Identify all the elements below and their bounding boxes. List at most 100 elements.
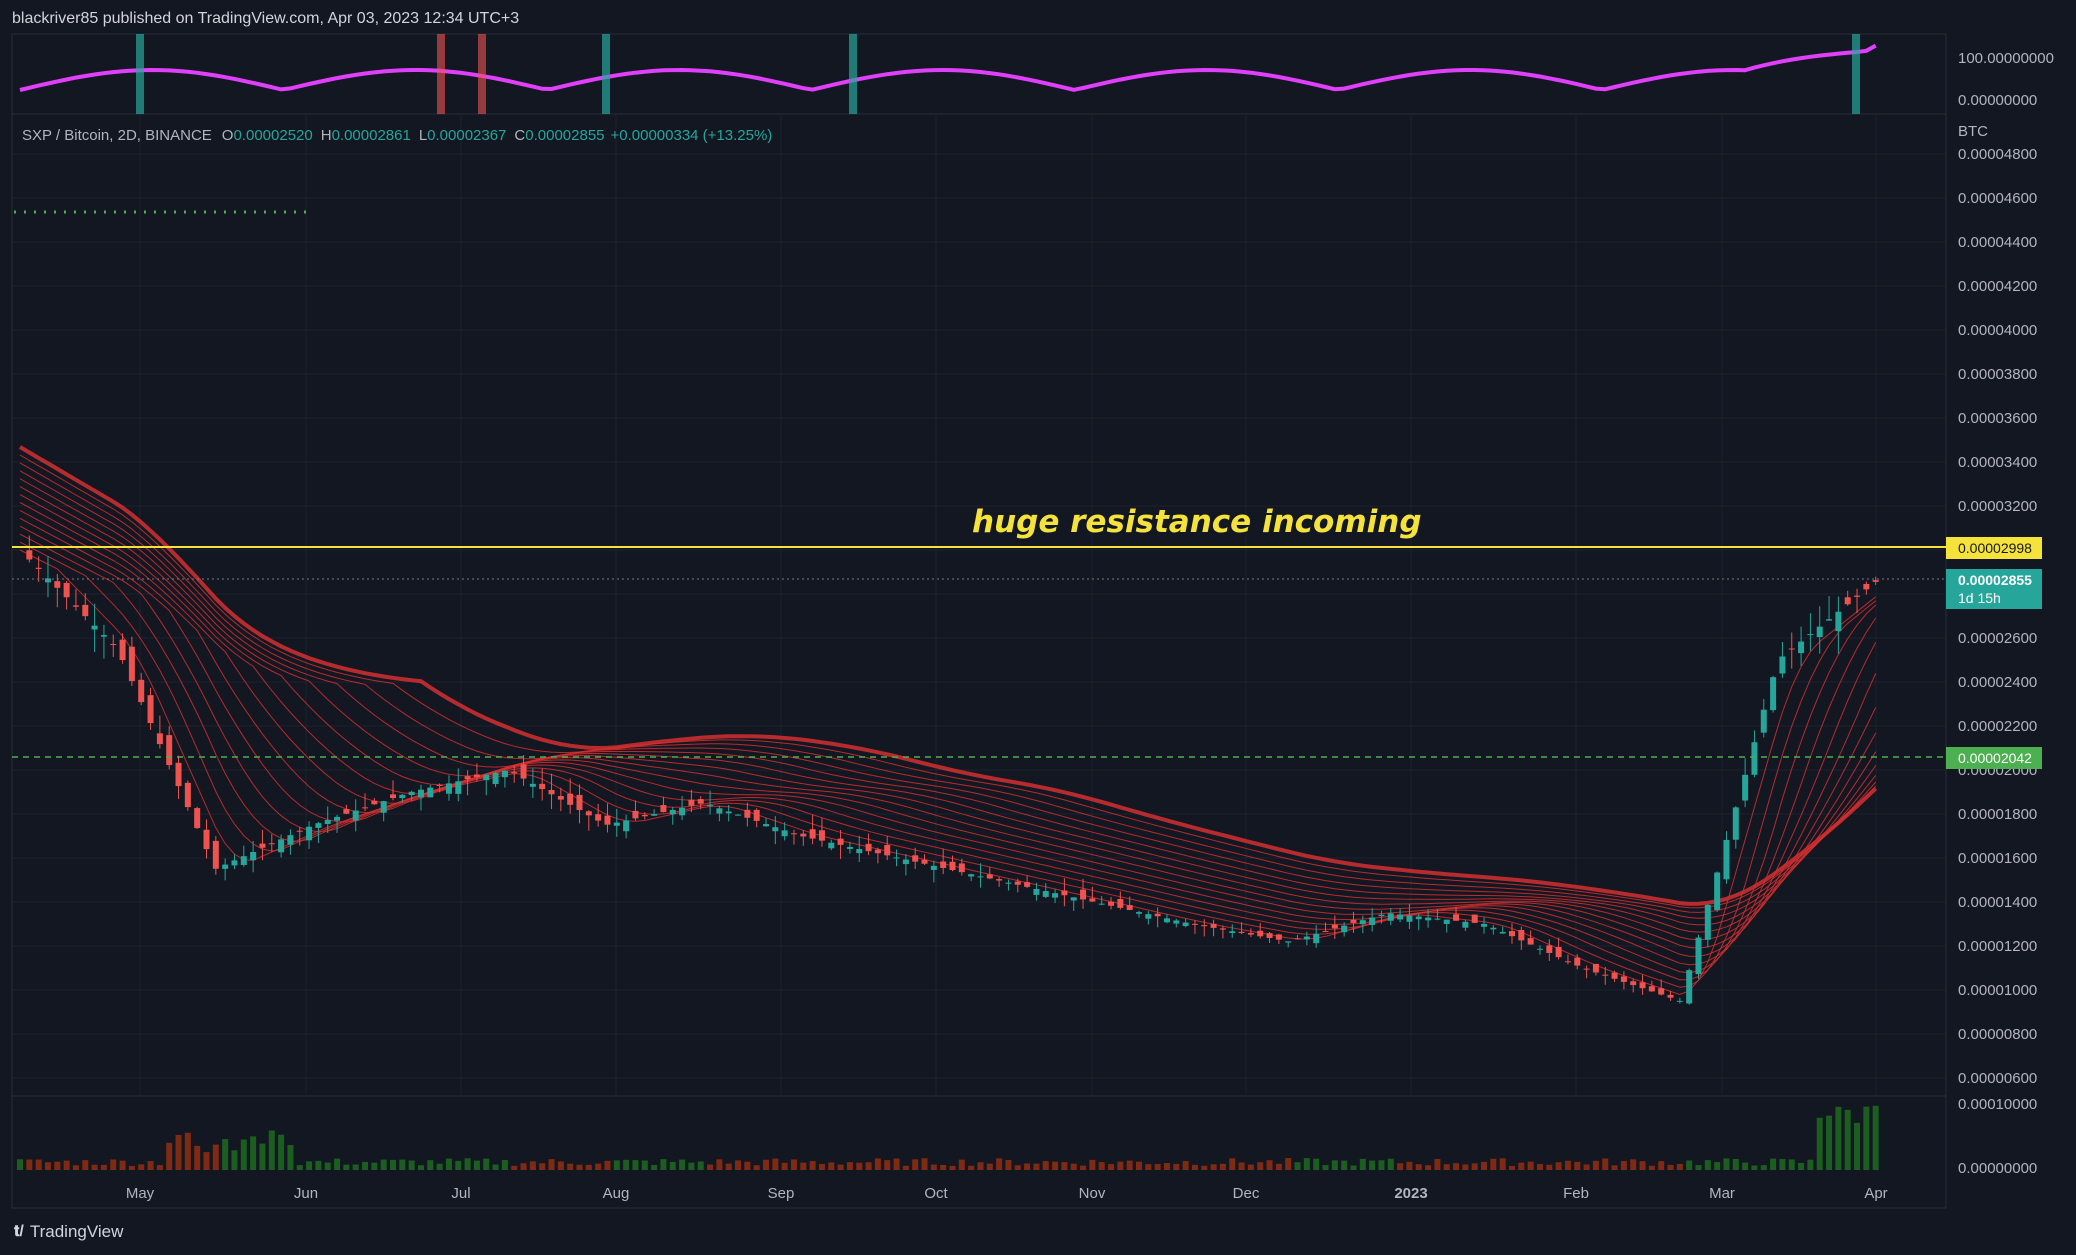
candle-body [184, 782, 191, 808]
candle-body [1191, 923, 1198, 925]
candle-body [539, 783, 546, 790]
candle-body [1648, 986, 1655, 992]
oscillator-line [19, 43, 1877, 92]
volume-bar [968, 1165, 975, 1170]
volume-bar [203, 1152, 210, 1170]
candle-body [259, 843, 266, 848]
volume-bar [790, 1159, 797, 1170]
volume-bar [567, 1163, 574, 1170]
candle-body [585, 811, 592, 816]
candle-body [1583, 968, 1590, 970]
volume-bar [1462, 1164, 1469, 1170]
volume-bar [1676, 1163, 1683, 1170]
volume-bar [1798, 1162, 1805, 1170]
candle-body [1266, 933, 1273, 938]
volume-bar [128, 1165, 135, 1170]
volume-bar [44, 1162, 51, 1170]
candle-body [1788, 648, 1795, 650]
candle-body [1434, 918, 1441, 920]
volume-bar [688, 1162, 695, 1170]
volume-bar [1219, 1163, 1226, 1170]
price-axis[interactable]: 0.00004800 0.00004600 0.00004400 0.00004200… [1958, 146, 2037, 1087]
candle-body [1229, 931, 1236, 934]
oscillator-signal-bar [1852, 34, 1860, 114]
volume-bar [660, 1159, 667, 1170]
candle-body [1676, 1000, 1683, 1002]
price-tick-label: 0.00002600 [1958, 630, 2037, 647]
volume-bar [156, 1165, 163, 1170]
candle-body [1695, 937, 1702, 975]
volume-bar [380, 1159, 387, 1170]
candle-body [940, 861, 947, 868]
volume-bar [753, 1165, 760, 1170]
candle-body [1854, 595, 1861, 597]
volume-bar [343, 1164, 350, 1170]
time-axis[interactable]: May Jun Jul Aug Sep Oct Nov Dec 2023 Feb Mar Apr [126, 1185, 1888, 1202]
volume-bar [548, 1159, 555, 1170]
volume-bar [1369, 1160, 1376, 1170]
volume-bar [1322, 1165, 1329, 1170]
candle-body [809, 829, 816, 839]
candle-body [1024, 882, 1031, 887]
oscillator-axis: 100.00000000 0.00000000 [1958, 50, 2054, 109]
ribbon-line [19, 470, 1877, 919]
ema-ribbon [18, 445, 1878, 996]
volume-bar [1723, 1158, 1730, 1170]
volume-bar [1378, 1160, 1385, 1170]
candle-body [464, 776, 471, 780]
volume-bar [1303, 1158, 1310, 1170]
candle-body [1322, 931, 1329, 933]
volume-bar [1266, 1160, 1273, 1170]
time-tick-label: 2023 [1394, 1185, 1427, 1202]
volume-bar [100, 1164, 107, 1170]
candle-body [1136, 912, 1142, 914]
volume-bar [501, 1159, 508, 1170]
volume-bar [1163, 1163, 1170, 1170]
candle-body [371, 800, 378, 805]
volume-bar [1499, 1158, 1506, 1170]
oscillator-signal-bar [437, 34, 445, 114]
volume-bar [1602, 1158, 1609, 1170]
candle-body [1816, 626, 1823, 638]
volume-bar [1014, 1165, 1021, 1170]
time-tick-label: Jun [294, 1185, 318, 1202]
candle-body [1462, 921, 1469, 928]
volume-tick-label: 0.00010000 [1958, 1096, 2037, 1113]
volume-bar [35, 1159, 42, 1170]
candle-body [343, 809, 350, 814]
candle-body [1378, 914, 1385, 917]
candle-body [492, 772, 499, 785]
candle-body [1546, 945, 1553, 953]
time-tick-label: Apr [1864, 1185, 1887, 1202]
volume-bar [1481, 1161, 1488, 1170]
volume-bar [557, 1161, 564, 1170]
candle-body [1798, 641, 1805, 654]
candle-body [1387, 913, 1394, 921]
volume-bar [17, 1159, 23, 1170]
candle-body [1509, 931, 1515, 937]
candle-body [1154, 913, 1161, 917]
volume-bar [82, 1160, 89, 1170]
volume-bar [26, 1159, 33, 1170]
volume-bar [679, 1159, 686, 1170]
volume-bar [996, 1158, 1003, 1170]
candle-body [1667, 994, 1674, 998]
oscillator-tick-label: 0.00000000 [1958, 92, 2037, 109]
volume-bar [352, 1164, 359, 1170]
ribbon-line [18, 445, 1878, 906]
candle-body [725, 811, 732, 814]
candle-body [315, 823, 322, 828]
volume-bar [1816, 1117, 1823, 1170]
price-tick-label: 0.00002400 [1958, 674, 2037, 691]
price-tick-label: 0.00004200 [1958, 278, 2037, 295]
symbol-label: SXP / Bitcoin, 2D, BINANCE O0.00002520 H0.… [22, 127, 772, 144]
candle-body [1145, 914, 1152, 919]
candle-body [884, 845, 891, 856]
tradingview-footer[interactable]: 𝐭/ TradingView [14, 1222, 123, 1242]
candle-body [240, 856, 247, 865]
volume-bar [800, 1162, 807, 1170]
volume-bar [231, 1150, 238, 1170]
candle-body [632, 810, 639, 819]
candle-body [1826, 619, 1833, 621]
